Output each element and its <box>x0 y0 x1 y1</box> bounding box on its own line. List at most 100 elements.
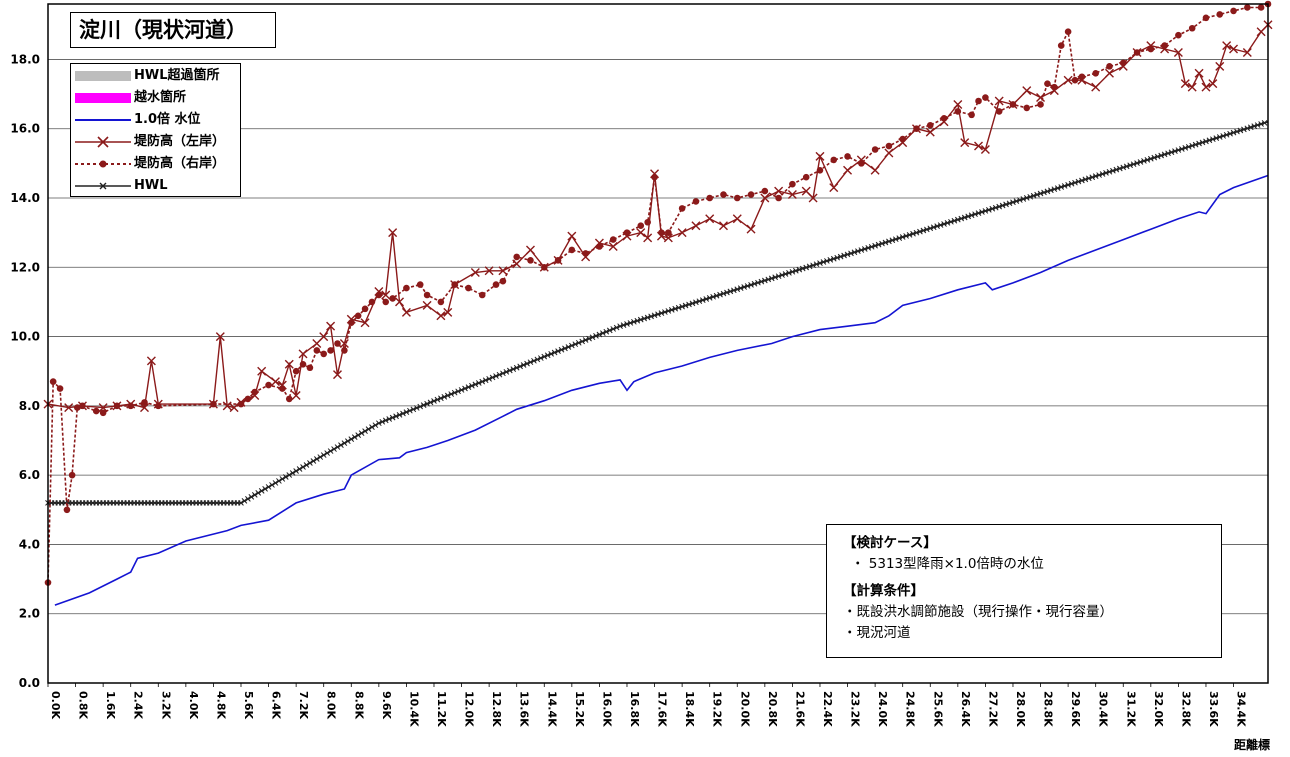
hwl-marker <box>438 395 444 402</box>
hwl-marker <box>730 287 737 294</box>
left-bank-point <box>856 155 866 165</box>
x-tick-label: 0.0K <box>49 691 62 719</box>
hwl-marker <box>886 238 892 245</box>
hwl-marker <box>1027 193 1034 200</box>
hwl-marker <box>751 280 758 287</box>
hwl-marker <box>1010 199 1016 206</box>
left-bank-point <box>222 401 232 411</box>
hwl-marker <box>1113 166 1120 173</box>
hwl-marker <box>1206 137 1213 144</box>
x-tick-label: 2.4K <box>132 691 145 719</box>
x-tick-label: 26.4K <box>959 691 972 727</box>
right-bank-point <box>403 284 410 292</box>
left-bank-point <box>381 290 391 300</box>
hwl-marker <box>865 245 872 251</box>
hwl-marker <box>858 247 865 253</box>
hwl-marker <box>265 484 272 490</box>
x-tick-label: 29.6K <box>1069 691 1082 727</box>
x-tick-label: 31.2K <box>1124 691 1137 727</box>
hwl-marker <box>937 222 944 228</box>
hwl-marker <box>537 355 544 361</box>
right-bank-point <box>1175 31 1182 39</box>
hwl-marker <box>417 403 424 410</box>
hwl-marker <box>985 206 992 213</box>
hwl-marker <box>379 418 386 425</box>
hwl-marker <box>699 297 706 303</box>
x-tick-label: 14.4K <box>545 691 558 727</box>
hwl-marker <box>1213 135 1220 141</box>
hwl-marker <box>303 462 310 468</box>
left-bank-point <box>1160 44 1170 54</box>
left-bank-point <box>705 214 715 224</box>
hwl-marker <box>551 349 558 356</box>
x-tick-label: 0.8K <box>77 691 90 719</box>
x-tick-label: 20.8K <box>766 691 779 727</box>
x-tick-label: 19.2K <box>711 691 724 727</box>
x-tick-label: 7.2K <box>297 691 310 719</box>
hwl-marker <box>727 288 734 295</box>
y-tick-label: 2.0 <box>19 607 40 621</box>
left-bank-point <box>1063 75 1073 85</box>
legend: HWL超過箇所 越水箇所 1.0倍 水位 堤防高（左岸） 堤防高（右岸） HWL <box>70 63 241 197</box>
y-tick-label: 8.0 <box>19 399 40 413</box>
right-bank-point <box>1064 28 1072 36</box>
right-bank-point <box>313 347 321 354</box>
hwl-marker <box>513 364 520 371</box>
hwl-marker <box>1154 153 1161 160</box>
left-bank-point <box>691 221 701 231</box>
left-bank-point <box>774 186 784 196</box>
x-tick-label: 8.0K <box>325 691 338 719</box>
right-bank-point <box>492 281 500 288</box>
left-bank-point <box>808 193 818 203</box>
hwl-marker <box>1137 159 1144 165</box>
right-bank-point <box>416 281 424 288</box>
x-tick-label: 24.0K <box>876 691 889 727</box>
left-bank-point <box>663 233 673 243</box>
legend-swatch-magenta-band <box>75 93 131 103</box>
hwl-marker <box>631 318 637 325</box>
conditions-line-2: ・現況河道 <box>843 625 911 641</box>
hwl-marker <box>548 351 555 357</box>
hwl-marker <box>506 367 513 374</box>
hwl-marker <box>1175 147 1182 153</box>
y-tick-label: 6.0 <box>19 468 40 482</box>
hwl-marker <box>493 373 499 379</box>
hwl-marker <box>889 237 896 244</box>
hwl-marker <box>703 296 710 302</box>
hwl-marker <box>272 480 279 486</box>
hwl-marker <box>920 227 927 234</box>
hwl-marker <box>365 426 372 433</box>
right-bank-point <box>99 409 107 417</box>
hwl-marker <box>803 264 810 271</box>
left-bank-point <box>1049 86 1059 96</box>
left-bank-point <box>953 99 963 109</box>
right-bank-point <box>871 146 879 153</box>
hwl-marker <box>658 310 665 316</box>
x-tick-label: 13.6K <box>518 691 531 727</box>
right-bank-point <box>706 194 713 202</box>
x-tick-label: 6.4K <box>270 691 283 719</box>
hwl-marker <box>648 313 654 320</box>
hwl-marker <box>262 486 268 492</box>
hwl-marker <box>1079 177 1085 184</box>
right-bank-point <box>1230 7 1237 15</box>
left-bank-point <box>1077 75 1087 85</box>
left-bank-point <box>815 151 825 161</box>
conditions-line-1: ・既設洪水調節施設（現行操作・現行容量） <box>843 604 1113 620</box>
hwl-marker <box>810 262 816 269</box>
left-bank-point <box>636 228 646 238</box>
hwl-marker <box>562 345 568 352</box>
hwl-marker <box>996 203 1003 210</box>
hwl-marker <box>1034 191 1040 198</box>
hwl-marker <box>427 399 434 406</box>
left-bank-point <box>746 224 756 234</box>
hwl-marker <box>420 402 427 409</box>
hwl-marker <box>1223 131 1230 138</box>
y-tick-label: 16.0 <box>10 122 40 136</box>
right-bank-point <box>285 395 293 403</box>
hwl-marker <box>813 261 820 268</box>
hwl-marker <box>1241 126 1247 133</box>
left-bank-point <box>257 366 267 376</box>
right-bank-point <box>733 194 741 202</box>
hwl-marker <box>1068 180 1075 187</box>
